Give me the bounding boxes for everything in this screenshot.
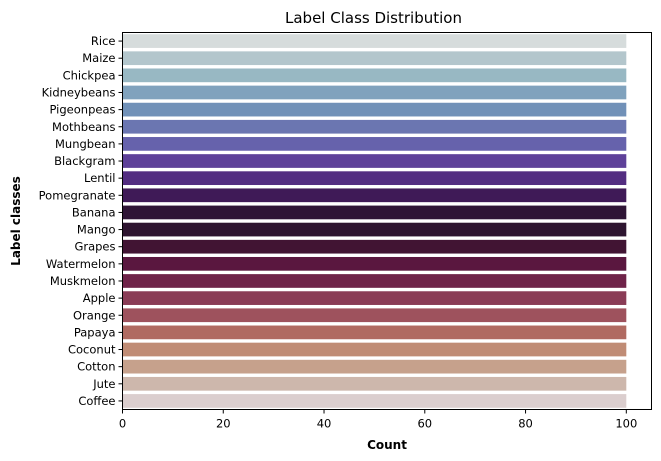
bar-grapes	[122, 239, 627, 254]
x-tick-label-0: 0	[119, 417, 126, 431]
bar-blackgram	[122, 154, 627, 168]
bars-group	[122, 34, 627, 408]
y-tick-label-coconut: Coconut	[68, 343, 116, 357]
y-axis-ticks: Rice Maize Chickpea Kidneybeans Pigeonpeas Mo…	[39, 34, 123, 408]
y-tick-label-pigeonpeas: Pigeonpeas	[50, 103, 116, 117]
x-tick-label-60: 60	[417, 417, 432, 431]
bar-watermelon	[122, 256, 627, 271]
bar-coconut	[122, 342, 627, 357]
plot-frame	[122, 32, 652, 410]
bar-muskmelon	[122, 274, 627, 288]
y-tick-label-mango: Mango	[77, 223, 116, 237]
y-tick-label-papaya: Papaya	[74, 325, 116, 339]
y-tick-label-mothbeans: Mothbeans	[52, 120, 115, 134]
y-tick-label-coffee: Coffee	[78, 394, 115, 408]
bar-cotton	[122, 359, 627, 374]
bar-apple	[122, 291, 627, 305]
y-tick-label-jute: Jute	[92, 377, 115, 391]
bar-banana	[122, 205, 627, 220]
x-tick-label-80: 80	[518, 417, 533, 431]
x-tick-label-40: 40	[317, 417, 332, 431]
bar-kidneybeans	[122, 85, 627, 100]
x-axis-label: Count	[367, 438, 407, 452]
y-tick-label-pomegranate: Pomegranate	[39, 188, 116, 202]
y-tick-label-watermelon: Watermelon	[46, 257, 116, 271]
bar-chickpea	[122, 68, 627, 83]
y-tick-label-orange: Orange	[73, 308, 116, 322]
y-tick-label-grapes: Grapes	[74, 240, 115, 254]
bar-pigeonpeas	[122, 102, 627, 117]
x-axis-ticks: 0 20 40 60 80 100	[119, 409, 637, 431]
bar-rice	[122, 34, 627, 48]
bar-mungbean	[122, 137, 627, 151]
bar-papaya	[122, 325, 627, 340]
x-tick-label-20: 20	[216, 417, 231, 431]
bar-mothbeans	[122, 119, 627, 134]
y-tick-label-maize: Maize	[82, 51, 115, 65]
y-tick-label-muskmelon: Muskmelon	[50, 274, 116, 288]
y-tick-label-chickpea: Chickpea	[63, 68, 116, 82]
bar-orange	[122, 308, 627, 323]
bar-lentil	[122, 171, 627, 186]
bar-maize	[122, 51, 627, 66]
y-axis-label: Label classes	[9, 176, 23, 266]
y-tick-label-banana: Banana	[72, 205, 116, 219]
bar-pomegranate	[122, 188, 627, 203]
bar-jute	[122, 376, 627, 391]
y-tick-label-apple: Apple	[83, 291, 116, 305]
x-tick-label-100: 100	[615, 417, 637, 431]
bar-coffee	[122, 394, 627, 408]
y-tick-label-lentil: Lentil	[84, 171, 115, 185]
bar-mango	[122, 222, 627, 237]
y-tick-label-blackgram: Blackgram	[54, 154, 115, 168]
y-tick-label-kidneybeans: Kidneybeans	[42, 85, 116, 99]
y-tick-label-rice: Rice	[91, 34, 116, 48]
y-tick-label-cotton: Cotton	[77, 360, 115, 374]
y-tick-label-mungbean: Mungbean	[55, 137, 116, 151]
chart-title: Label Class Distribution	[285, 9, 462, 27]
